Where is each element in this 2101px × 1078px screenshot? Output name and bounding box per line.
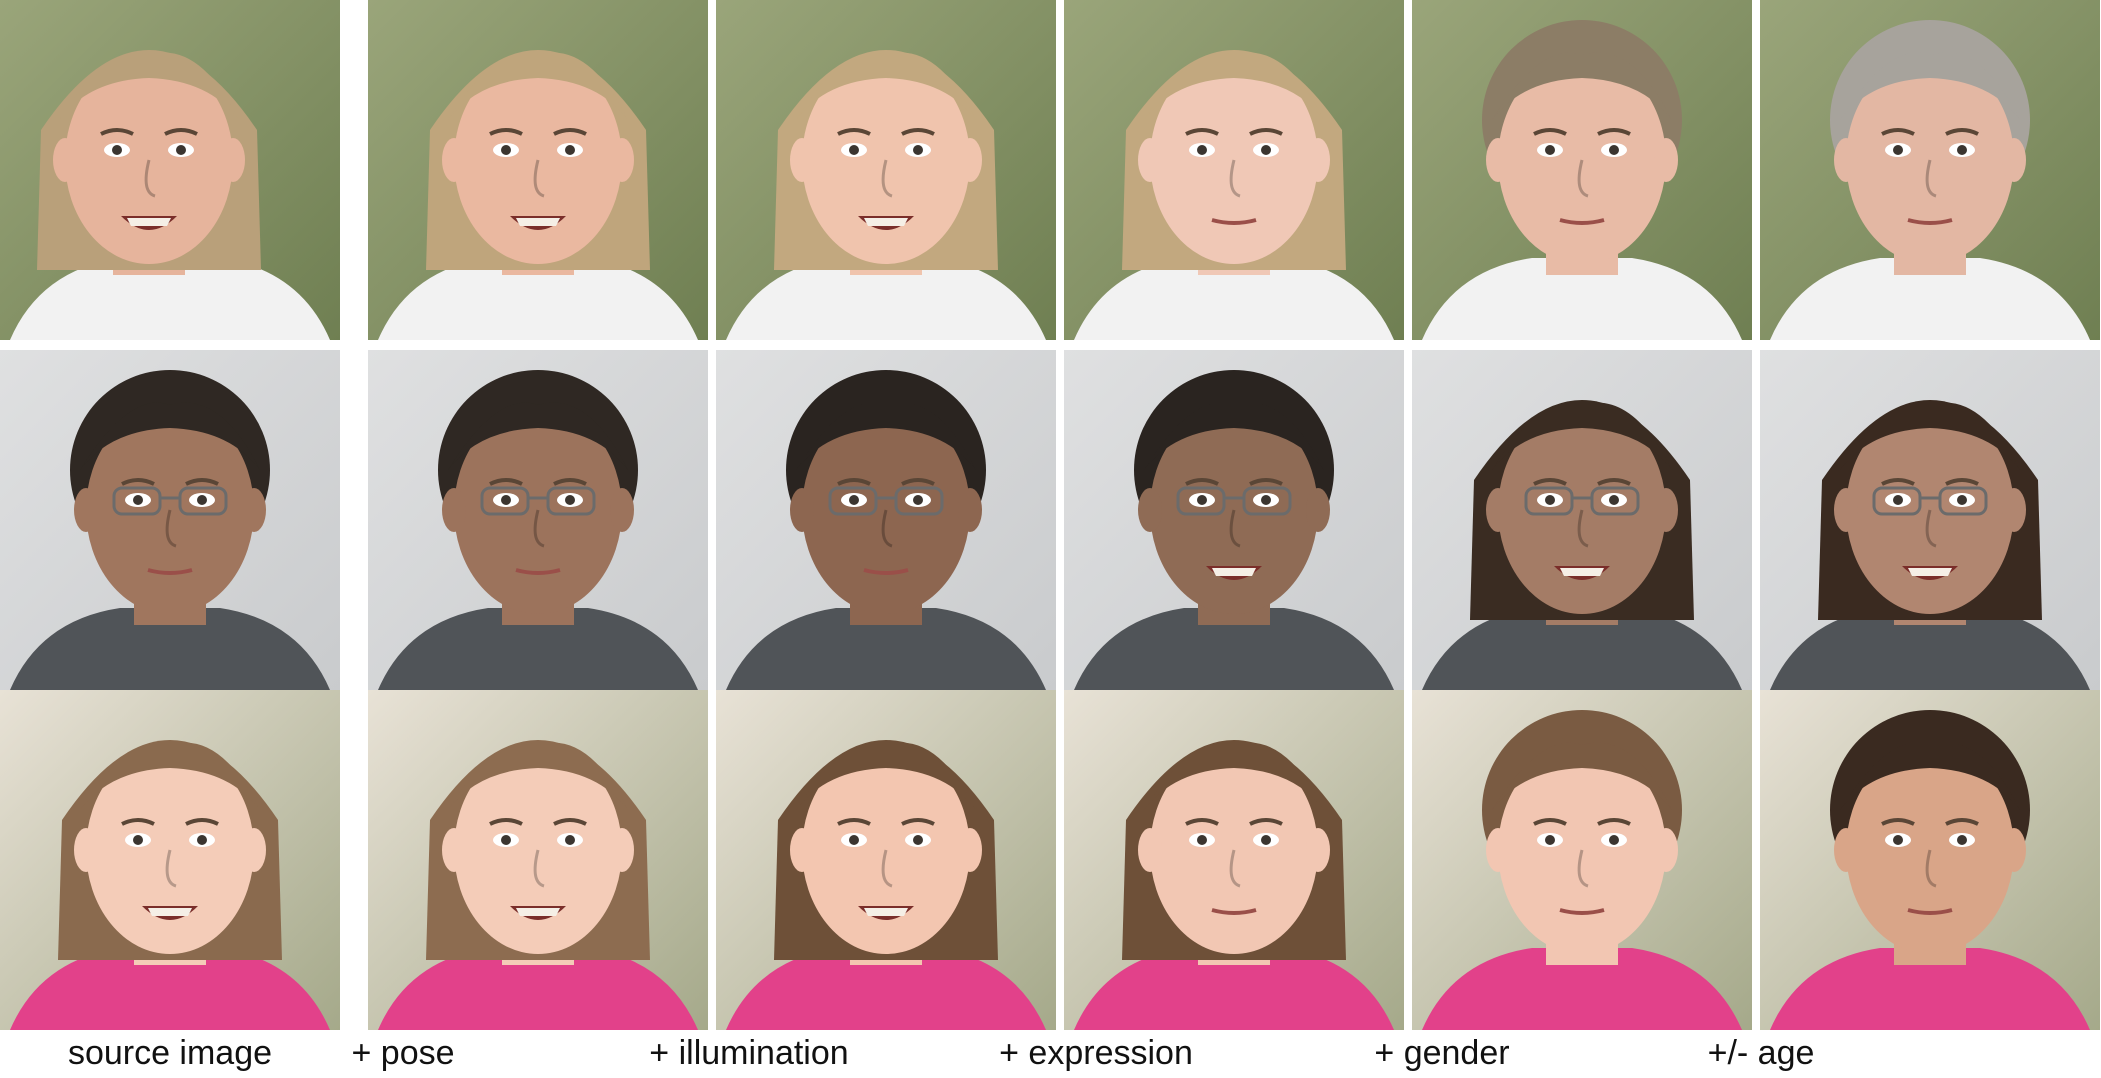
face-illustration — [368, 0, 708, 340]
face-image — [1412, 350, 1752, 690]
face-illustration — [368, 350, 708, 690]
face-illustration — [1412, 0, 1752, 340]
caption-gender: + gender — [1374, 1034, 1510, 1072]
face-illustration — [1760, 350, 2100, 690]
face-image — [0, 0, 340, 340]
face-image — [1760, 690, 2100, 1030]
face-illustration — [368, 690, 708, 1030]
face-image — [716, 0, 1056, 340]
face-image — [1064, 690, 1404, 1030]
face-image — [1760, 350, 2100, 690]
face-image — [368, 0, 708, 340]
face-illustration — [1064, 690, 1404, 1030]
face-illustration — [0, 350, 340, 690]
face-image — [0, 350, 340, 690]
face-illustration — [0, 0, 340, 340]
face-illustration — [1412, 350, 1752, 690]
face-image — [368, 690, 708, 1030]
face-image — [1760, 0, 2100, 340]
face-image — [716, 350, 1056, 690]
face-illustration — [1760, 690, 2100, 1030]
caption-expression: + expression — [999, 1034, 1193, 1072]
face-image — [1064, 350, 1404, 690]
caption-age: +/- age — [1707, 1034, 1815, 1072]
face-illustration — [716, 350, 1056, 690]
face-image — [1064, 0, 1404, 340]
caption-source-image: source image — [67, 1034, 273, 1072]
face-illustration — [0, 690, 340, 1030]
face-illustration — [1412, 690, 1752, 1030]
face-illustration — [716, 690, 1056, 1030]
face-image — [0, 690, 340, 1030]
face-illustration — [1064, 350, 1404, 690]
caption-illumination: + illumination — [649, 1034, 849, 1072]
face-illustration — [1760, 0, 2100, 340]
face-illustration — [1064, 0, 1404, 340]
face-image — [716, 690, 1056, 1030]
face-image — [1412, 0, 1752, 340]
face-image — [368, 350, 708, 690]
face-illustration — [716, 0, 1056, 340]
caption-pose: + pose — [351, 1034, 455, 1072]
face-image — [1412, 690, 1752, 1030]
